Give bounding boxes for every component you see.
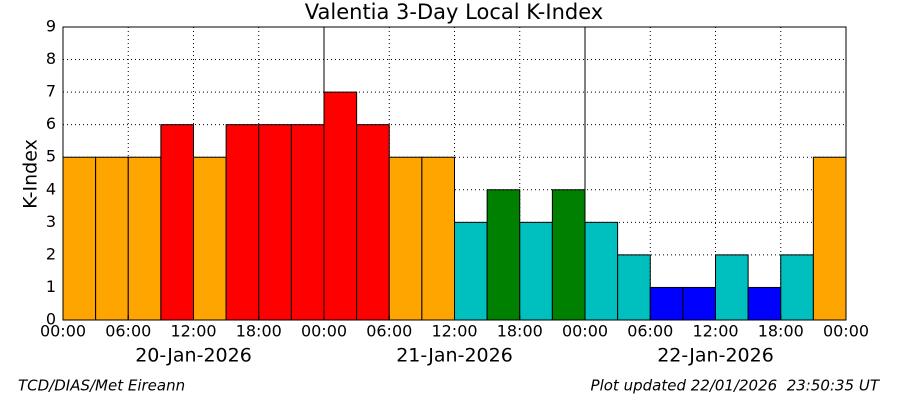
y-tick-label: 3 bbox=[46, 212, 56, 231]
x-tick-label: 12:00 bbox=[170, 322, 216, 341]
bar bbox=[780, 254, 814, 321]
chart-title: Valentia 3-Day Local K-Index bbox=[305, 0, 603, 24]
x-tick-label: 12:00 bbox=[431, 322, 477, 341]
date-label: 22-Jan-2026 bbox=[657, 345, 774, 367]
x-tick-label: 00:00 bbox=[40, 322, 86, 341]
bar bbox=[258, 124, 292, 321]
y-tick-label: 7 bbox=[46, 82, 56, 101]
date-label: 21-Jan-2026 bbox=[396, 345, 513, 367]
y-tick-label: 6 bbox=[46, 114, 56, 133]
bar bbox=[486, 189, 521, 321]
x-tick-label: 18:00 bbox=[497, 322, 543, 341]
bar bbox=[127, 156, 162, 321]
bar bbox=[551, 189, 586, 321]
y-tick-label: 4 bbox=[46, 179, 56, 198]
y-tick-label: 5 bbox=[46, 147, 56, 166]
plot-frame bbox=[62, 26, 847, 321]
x-tick-label: 18:00 bbox=[758, 322, 804, 341]
bar bbox=[649, 286, 684, 321]
y-tick-label: 0 bbox=[46, 310, 56, 329]
bar bbox=[584, 221, 619, 321]
bar bbox=[193, 156, 227, 321]
bar bbox=[323, 91, 358, 321]
bar bbox=[356, 124, 390, 321]
y-tick-label: 8 bbox=[46, 49, 56, 68]
bar bbox=[682, 286, 716, 321]
bar bbox=[715, 254, 749, 321]
y-tick-label: 9 bbox=[46, 17, 56, 36]
bar bbox=[747, 286, 782, 321]
bar bbox=[454, 221, 488, 321]
bar bbox=[519, 221, 553, 321]
credit: TCD/DIAS/Met Eireann bbox=[18, 377, 185, 395]
y-axis-label: K-Index bbox=[20, 139, 42, 209]
x-tick-label: 06:00 bbox=[105, 322, 151, 341]
bar bbox=[388, 156, 423, 321]
y-tick-label: 1 bbox=[46, 277, 56, 296]
x-tick-label: 00:00 bbox=[823, 322, 869, 341]
bar bbox=[225, 124, 260, 321]
y-tick-label: 2 bbox=[46, 244, 56, 263]
bar bbox=[290, 124, 325, 321]
date-label: 20-Jan-2026 bbox=[135, 345, 252, 367]
bar bbox=[421, 156, 455, 321]
x-tick-label: 18:00 bbox=[236, 322, 282, 341]
bar bbox=[62, 156, 97, 321]
x-tick-label: 12:00 bbox=[692, 322, 738, 341]
x-tick-label: 06:00 bbox=[627, 322, 673, 341]
x-tick-label: 00:00 bbox=[301, 322, 347, 341]
bar bbox=[160, 124, 194, 321]
x-tick-label: 00:00 bbox=[562, 322, 608, 341]
x-tick-label: 06:00 bbox=[366, 322, 412, 341]
bar bbox=[617, 254, 651, 321]
updated: Plot updated 22/01/2026 23:50:35 UT bbox=[591, 377, 881, 395]
bar bbox=[812, 156, 847, 321]
bar bbox=[95, 156, 129, 321]
